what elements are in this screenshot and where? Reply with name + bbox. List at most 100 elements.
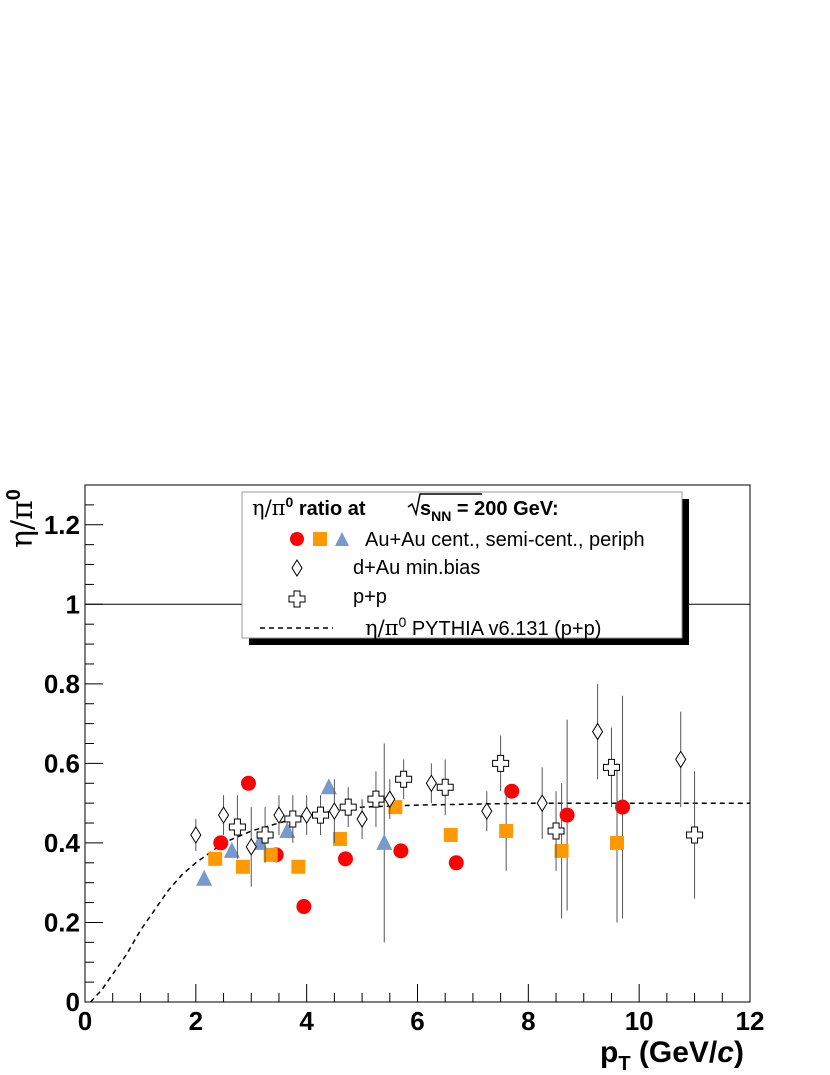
x-tick-label: 8	[521, 1006, 535, 1036]
legend-pp-label: p+p	[353, 586, 387, 608]
data-point-diamond	[245, 837, 257, 856]
x-axis-title-close: )	[734, 1036, 744, 1069]
data-point-triangle	[279, 821, 296, 838]
data-point-cross	[284, 810, 302, 828]
data-point-square	[291, 859, 306, 874]
x-axis-title-main: p	[600, 1036, 618, 1069]
x-axis-title-units: (GeV/	[631, 1036, 718, 1069]
legend-marker-square	[313, 532, 327, 546]
legend-dau-label: d+Au min.bias	[353, 557, 480, 579]
legend-title-sup: 0	[285, 494, 293, 510]
data-point-circle	[337, 851, 353, 867]
data-point-cross	[602, 758, 620, 776]
data-point-cross	[395, 770, 413, 788]
data-point-triangle	[320, 778, 337, 795]
x-tick-label: 6	[410, 1006, 424, 1036]
data-point-cross	[492, 754, 510, 772]
data-point-cross	[256, 826, 274, 844]
axes: 0 2 4 6 8 10 12 0 0.2 0.4 0.6 0.8 1 1.2	[44, 484, 765, 1036]
legend-marker-diamond	[291, 559, 303, 577]
data-point-cross	[547, 822, 565, 840]
legend-pythia-label: η/π0 PYTHIA v6.131 (p+p)	[365, 614, 601, 640]
data-point-circle	[213, 835, 229, 851]
y-tick-label: 0.8	[44, 669, 80, 699]
data-point-square	[610, 835, 624, 850]
data-point-diamond	[356, 810, 368, 829]
y-axis-title-sup: 0	[3, 489, 25, 500]
data-point-circle	[448, 855, 464, 871]
data-point-cross	[228, 818, 246, 836]
y-tick-label: 0	[66, 987, 80, 1017]
data-point-square	[443, 827, 458, 842]
data-marks	[190, 683, 704, 943]
data-point-cross	[367, 790, 385, 808]
data-point-diamond	[675, 750, 687, 769]
legend-title-energy: sNN = 200 GeV:	[420, 498, 559, 524]
x-axis-title-sub: T	[618, 1053, 630, 1075]
data-point-cross	[436, 778, 454, 796]
series-square	[208, 763, 624, 923]
data-point-diamond	[190, 826, 202, 844]
data-point-circle	[240, 775, 256, 791]
data-point-square	[499, 823, 514, 838]
series-diamond	[190, 683, 687, 887]
x-axis-title-c: c	[717, 1036, 734, 1069]
data-point-triangle	[223, 841, 240, 858]
x-axis-title: pT (GeV/c)	[600, 1036, 744, 1075]
y-tick-label: 1.2	[44, 510, 80, 540]
legend-title-sub: NN	[431, 508, 451, 524]
data-point-circle	[559, 807, 575, 823]
data-point-diamond	[425, 774, 437, 793]
x-tick-label: 0	[78, 1006, 92, 1036]
data-point-diamond	[384, 790, 396, 809]
data-point-circle	[393, 843, 409, 859]
data-point-cross	[312, 806, 330, 824]
data-point-diamond	[592, 722, 604, 741]
legend-title-eta: η/π	[252, 496, 286, 520]
data-point-diamond	[301, 806, 313, 825]
legend-title-mid: ratio at	[293, 498, 366, 520]
sqrt-symbol	[407, 493, 482, 517]
data-point-diamond	[328, 802, 340, 821]
data-point-circle	[296, 899, 312, 915]
data-point-triangle	[376, 833, 393, 850]
x-tick-label: 12	[736, 1006, 765, 1036]
y-axis-title-main: η/π	[5, 500, 40, 548]
legend-pythia-eta: η/π	[365, 616, 399, 640]
legend: η/π0 ratio at sNN = 200 GeV: Au+Au cent.…	[241, 491, 689, 645]
data-point-cross	[686, 826, 704, 844]
data-point-cross	[339, 798, 357, 816]
data-point-diamond	[481, 802, 493, 821]
y-tick-label: 0.4	[44, 828, 81, 858]
y-tick-label: 0.2	[44, 907, 80, 937]
legend-pythia-rest: PYTHIA v6.131 (p+p)	[406, 618, 601, 640]
data-point-triangle	[196, 869, 213, 886]
data-point-diamond	[536, 794, 548, 813]
y-axis-title: η/π0	[3, 489, 40, 548]
data-point-square	[235, 859, 250, 874]
legend-marker-cross	[288, 590, 306, 608]
x-tick-label: 10	[625, 1006, 654, 1036]
series-cross	[228, 727, 704, 899]
y-tick-label: 0.6	[44, 748, 80, 778]
legend-marker-circle	[290, 532, 304, 546]
x-tick-label: 2	[189, 1006, 203, 1036]
data-point-square	[263, 847, 278, 862]
legend-pythia-sup: 0	[398, 614, 406, 630]
data-point-diamond	[273, 806, 285, 825]
data-point-square	[332, 831, 347, 846]
legend-marker-triangle	[335, 532, 349, 546]
legend-title-s: s	[420, 498, 431, 520]
data-point-circle	[504, 783, 520, 799]
legend-title: η/π0 ratio at	[252, 494, 366, 520]
y-tick-label: 1	[66, 589, 80, 619]
legend-box	[241, 491, 683, 639]
data-point-diamond	[217, 806, 230, 825]
data-point-circle	[615, 799, 631, 815]
series-circle	[213, 695, 631, 919]
x-tick-label: 4	[299, 1006, 314, 1036]
legend-title-post: = 200 GeV:	[451, 498, 558, 520]
data-point-square	[208, 851, 223, 866]
legend-auau-label: Au+Au cent., semi-cent., periph	[365, 529, 645, 551]
